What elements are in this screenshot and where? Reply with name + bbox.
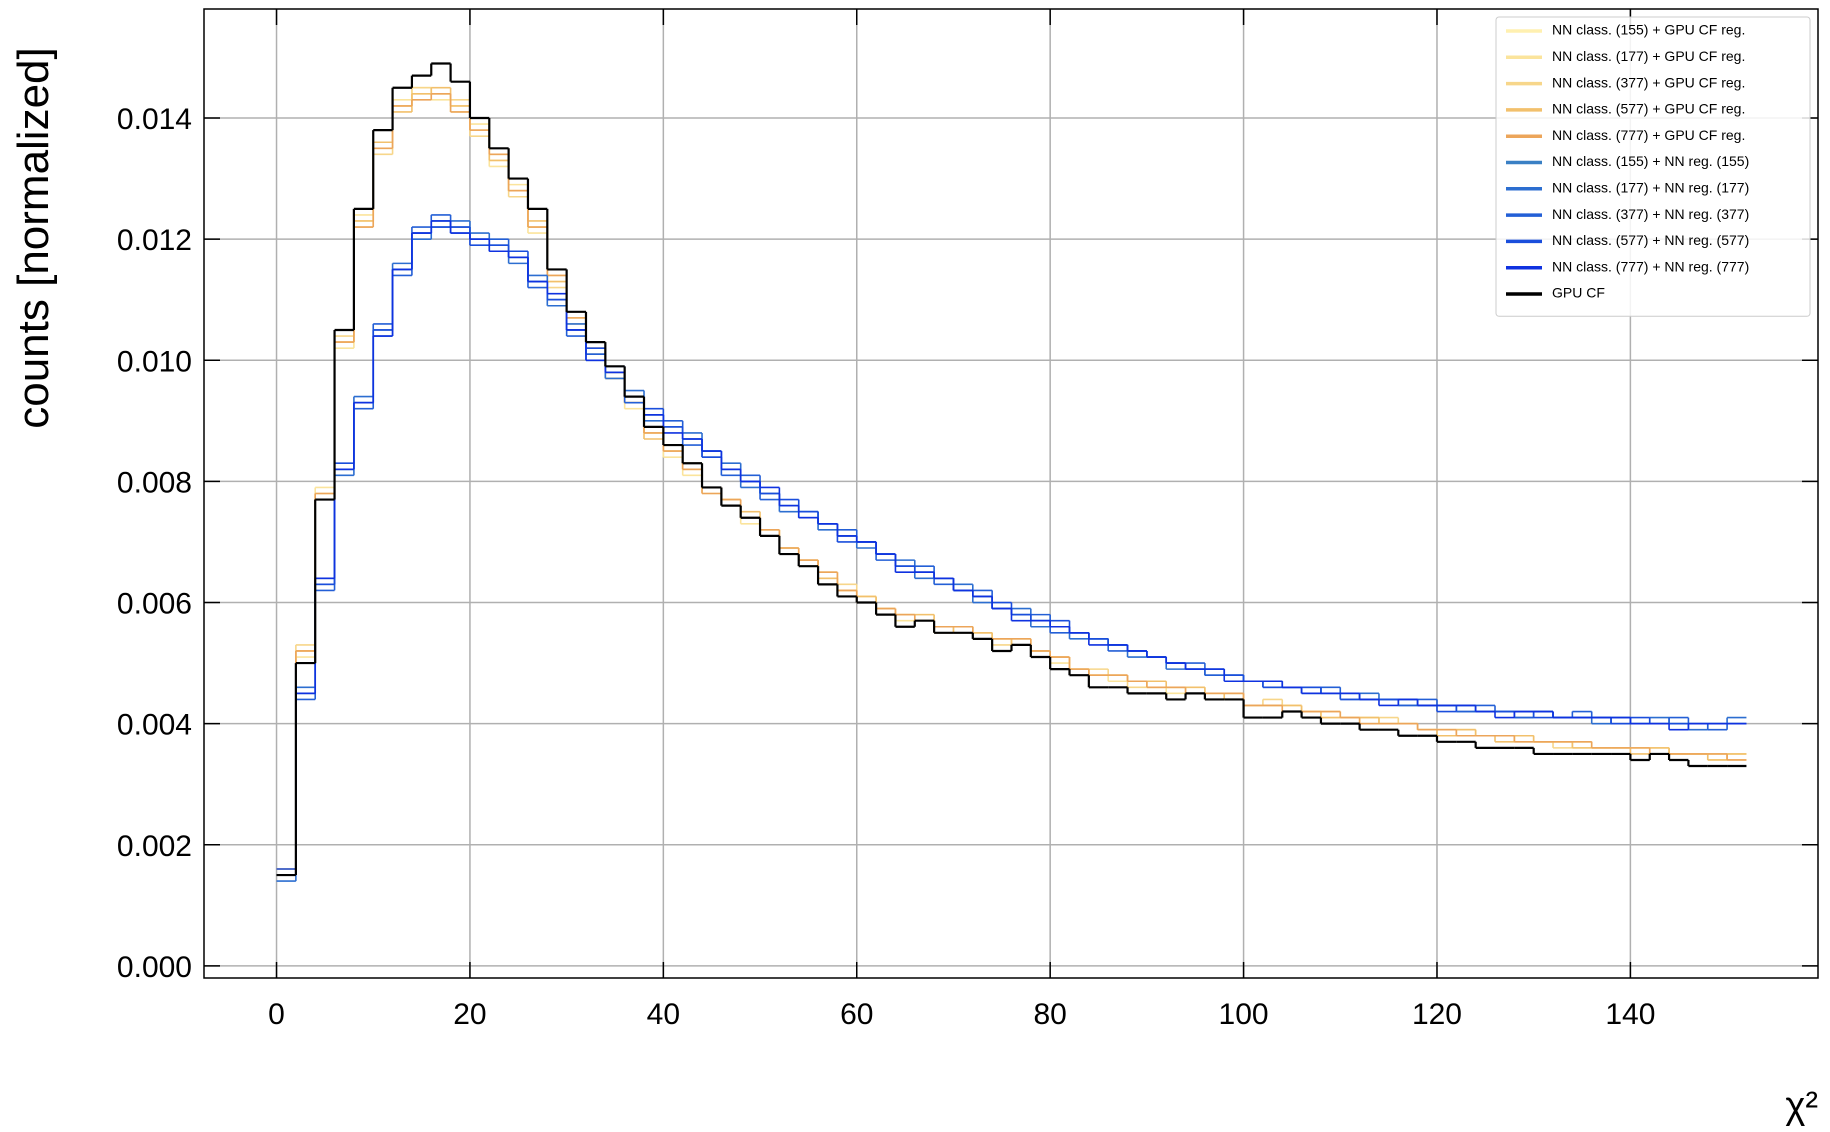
x-tick-label: 40 <box>647 998 680 1031</box>
legend-label: NN class. (177) + NN reg. (177) <box>1552 180 1749 196</box>
x-axis-label: χ² <box>1785 1085 1818 1127</box>
x-tick-label: 120 <box>1412 998 1462 1031</box>
histogram-riser <box>295 220 1690 876</box>
legend-label: NN class. (777) + NN reg. (777) <box>1552 258 1749 274</box>
y-axis-label: counts [normalized] <box>9 47 58 429</box>
histogram-riser <box>295 227 1651 869</box>
legend-label: GPU CF <box>1552 285 1605 301</box>
legend-label: NN class. (777) + GPU CF reg. <box>1552 127 1745 143</box>
series <box>276 226 1747 870</box>
y-tick-label: 0.002 <box>117 830 192 863</box>
x-tick-label: 80 <box>1033 998 1066 1031</box>
y-tick-label: 0.000 <box>117 951 192 984</box>
y-tick-label: 0.006 <box>117 588 192 621</box>
series <box>276 62 1747 877</box>
legend-label: NN class. (577) + NN reg. (577) <box>1552 232 1749 248</box>
legend-label: NN class. (177) + GPU CF reg. <box>1552 48 1745 64</box>
histogram-riser <box>295 220 1728 882</box>
y-tick-label: 0.004 <box>117 709 192 742</box>
x-tick-label: 20 <box>453 998 486 1031</box>
legend-label: NN class. (155) + NN reg. (155) <box>1552 153 1749 169</box>
series <box>276 220 1747 882</box>
legend-box <box>1495 16 1811 317</box>
histogram-riser <box>295 220 1632 876</box>
legend-label: NN class. (577) + GPU CF reg. <box>1552 101 1745 117</box>
x-tick-label: 140 <box>1605 998 1655 1031</box>
series <box>276 220 1747 876</box>
x-tick-label: 0 <box>268 998 285 1031</box>
y-tick-label: 0.014 <box>117 103 192 136</box>
legend-label: NN class. (377) + NN reg. (377) <box>1552 206 1749 222</box>
x-tick-label: 100 <box>1219 998 1269 1031</box>
y-tick-label: 0.012 <box>117 224 192 257</box>
legend-label: NN class. (377) + GPU CF reg. <box>1552 74 1745 90</box>
x-tick-label: 60 <box>840 998 873 1031</box>
legend-label: NN class. (155) + GPU CF reg. <box>1552 22 1745 38</box>
plot-frame <box>203 8 1819 979</box>
series <box>276 220 1747 876</box>
y-tick-label: 0.008 <box>117 466 192 499</box>
y-tick-label: 0.010 <box>117 345 192 378</box>
